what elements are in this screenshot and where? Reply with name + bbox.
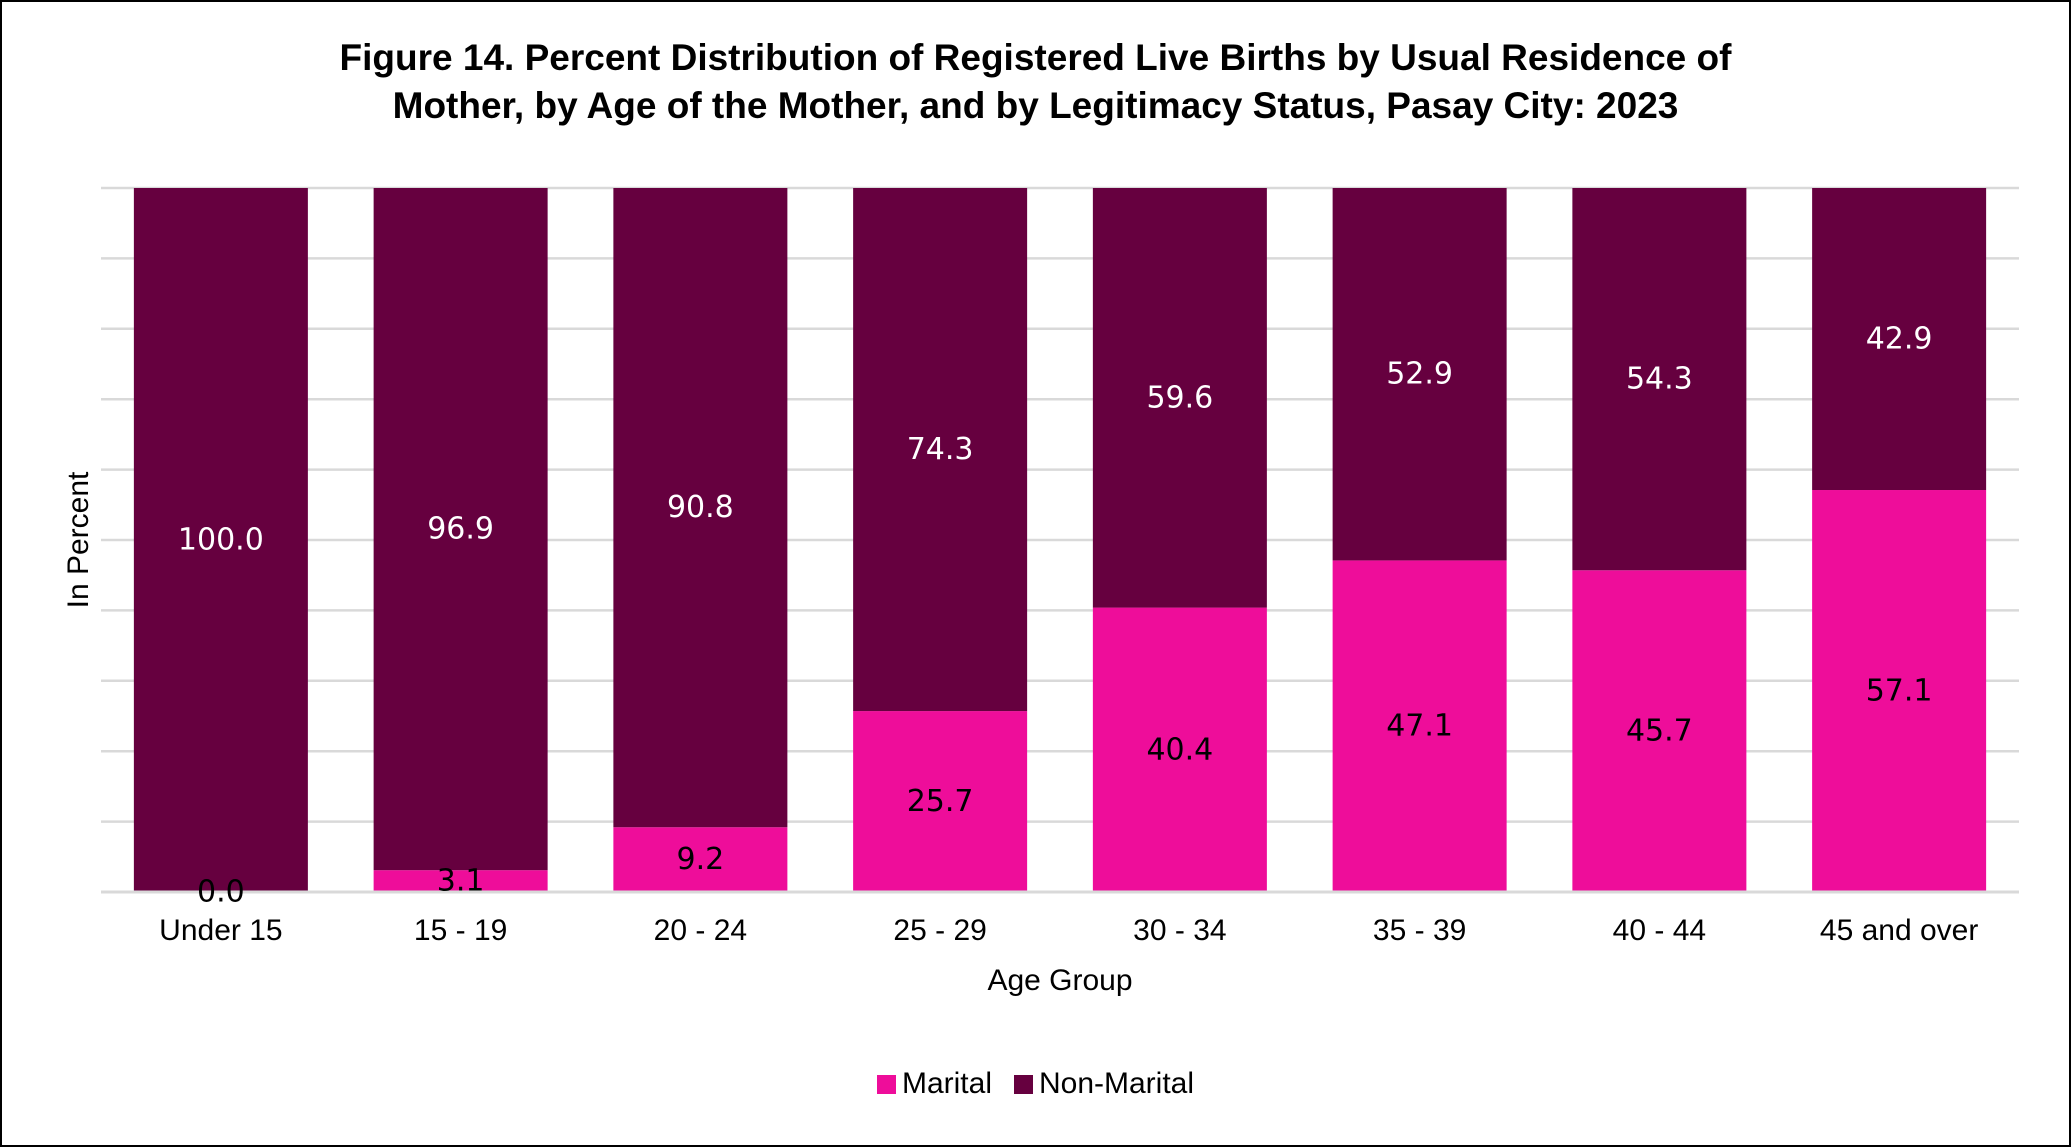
bar-marital	[1812, 490, 1987, 892]
x-tick-label: 30 - 34	[1133, 914, 1226, 947]
chart-title-line-1: Figure 14. Percent Distribution of Regis…	[339, 37, 1732, 78]
data-label-non-marital: 52.9	[1386, 357, 1453, 392]
x-axis-title: Age Group	[987, 964, 1132, 997]
legend-label-marital: Marital	[901, 1067, 992, 1100]
data-label-non-marital: 100.0	[178, 523, 264, 558]
x-tick-label: 25 - 29	[893, 914, 986, 947]
data-label-non-marital: 96.9	[427, 512, 494, 547]
x-tick-label: 20 - 24	[654, 914, 747, 947]
x-tick-label: 15 - 19	[414, 914, 507, 947]
data-label-non-marital: 42.9	[1866, 322, 1933, 357]
data-label-marital: 45.7	[1626, 714, 1693, 749]
legend-item-non-marital: Non-Marital	[1013, 1067, 1195, 1101]
legend: Marital Non-Marital	[0, 1067, 2071, 1101]
bar-non-marital	[853, 188, 1028, 712]
bar-marital	[613, 827, 788, 892]
bar-non-marital	[1092, 188, 1267, 608]
bar-non-marital	[1812, 188, 1987, 491]
legend-swatch-non-marital	[1013, 1074, 1033, 1094]
chart-title: Figure 14. Percent Distribution of Regis…	[0, 34, 2071, 130]
bar-marital	[1092, 607, 1267, 892]
legend-label-non-marital: Non-Marital	[1038, 1067, 1195, 1100]
data-label-marital: 57.1	[1866, 674, 1933, 709]
data-label-marital: 47.1	[1386, 709, 1453, 744]
data-label-non-marital: 90.8	[667, 490, 734, 525]
data-label-marital: 0.0	[197, 875, 245, 910]
y-axis-title: In Percent	[62, 471, 95, 608]
bar-non-marital	[613, 188, 788, 828]
legend-item-marital: Marital	[876, 1067, 992, 1101]
x-tick-label: 45 and over	[1820, 914, 1978, 947]
x-tick-label: 40 - 44	[1613, 914, 1706, 947]
x-tick-label: 35 - 39	[1373, 914, 1466, 947]
bar-marital	[853, 711, 1028, 892]
data-label-non-marital: 54.3	[1626, 362, 1693, 397]
data-label-marital: 9.2	[677, 842, 725, 877]
bar-marital	[1332, 560, 1507, 892]
data-label-marital: 25.7	[907, 784, 974, 819]
bar-non-marital	[1332, 188, 1507, 561]
bar-non-marital	[1572, 188, 1747, 571]
data-label-non-marital: 59.6	[1146, 380, 1213, 415]
data-label-marital: 3.1	[437, 864, 485, 899]
legend-swatch-marital	[876, 1074, 896, 1094]
data-label-non-marital: 74.3	[907, 432, 974, 467]
x-tick-label: Under 15	[159, 914, 282, 947]
data-label-marital: 40.4	[1146, 732, 1213, 767]
bar-non-marital	[133, 188, 308, 892]
chart-title-line-2: Mother, by Age of the Mother, and by Leg…	[392, 85, 1679, 126]
bar-non-marital	[373, 188, 548, 871]
bar-marital	[1572, 570, 1747, 892]
bar-marital	[373, 870, 548, 892]
